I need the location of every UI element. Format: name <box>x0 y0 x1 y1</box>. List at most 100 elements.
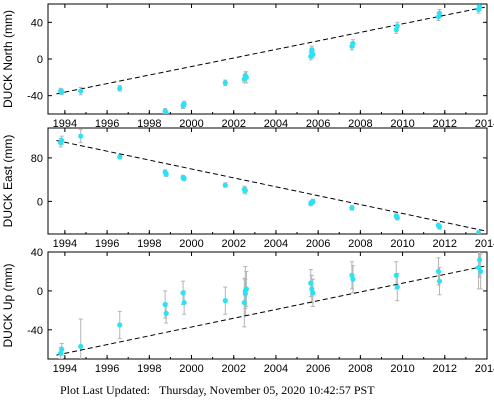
x-tick-label: 2012 <box>433 363 457 375</box>
x-tick-label: 1998 <box>137 118 161 130</box>
x-tick-label: 1996 <box>95 118 119 130</box>
data-point <box>475 230 482 234</box>
x-tick-label: 2008 <box>348 363 372 375</box>
x-tick-label: 2008 <box>348 118 372 130</box>
y-tick-label: 80 <box>31 153 43 165</box>
data-point <box>394 284 400 290</box>
data-point <box>222 182 228 188</box>
x-tick-label: 2002 <box>221 118 245 130</box>
data-point <box>350 40 356 47</box>
x-tick-label: 1996 <box>95 238 119 250</box>
data-point <box>310 290 316 296</box>
data-point <box>78 343 84 349</box>
data-point <box>243 74 249 80</box>
x-tick-label: 1994 <box>53 238 77 250</box>
data-point <box>394 23 400 29</box>
x-tick-label: 2008 <box>348 238 372 250</box>
data-layer <box>56 252 487 359</box>
data-point <box>117 154 123 160</box>
data-layer <box>56 129 487 234</box>
data-point <box>59 346 65 352</box>
x-tick-label: 2010 <box>390 118 414 130</box>
data-point <box>181 299 187 306</box>
data-point <box>180 290 186 296</box>
data-point <box>310 51 316 58</box>
data-point <box>350 276 356 282</box>
plot-frame <box>47 251 488 360</box>
x-tick-label: 2004 <box>264 363 288 375</box>
y-tick-label: -40 <box>27 91 43 103</box>
data-point <box>309 47 315 53</box>
data-point <box>308 280 314 286</box>
panel-1: 1994 1996 1998 2000 2002 2004 2006 2008 2010 2012… <box>1 3 494 130</box>
data-point <box>117 85 123 91</box>
y-axis-label: DUCK North (mm) <box>1 10 15 108</box>
x-tick-label: 2002 <box>221 238 245 250</box>
y-tick-label: 40 <box>31 17 43 29</box>
data-point <box>243 286 249 292</box>
data-point <box>310 198 316 204</box>
y-tick-label: 0 <box>37 196 43 208</box>
data-point <box>78 88 84 94</box>
data-point <box>241 299 247 306</box>
data-point <box>475 264 482 271</box>
data-point <box>242 187 248 194</box>
x-tick-label: 2014 <box>475 238 494 250</box>
data-point <box>78 133 84 139</box>
data-point <box>242 291 248 297</box>
y-tick-label: 40 <box>31 247 43 259</box>
x-tick-label: 1998 <box>137 238 161 250</box>
data-point <box>59 89 65 95</box>
y-tick-label: 0 <box>37 286 43 298</box>
data-point <box>181 175 187 182</box>
data-point <box>163 310 169 316</box>
y-tick-label: 0 <box>37 54 43 66</box>
data-point <box>436 10 443 16</box>
x-tick-label: 2006 <box>306 363 330 375</box>
data-point <box>436 224 443 230</box>
x-tick-label: 2012 <box>433 118 457 130</box>
data-point <box>349 205 355 211</box>
data-point <box>163 110 169 114</box>
data-point <box>478 268 484 275</box>
footer-prefix: Plot Last Updated: <box>60 383 150 397</box>
x-tick-label: 2000 <box>179 363 203 375</box>
x-tick-label: 2006 <box>306 238 330 250</box>
data-point <box>477 4 483 10</box>
y-tick-label: -40 <box>27 325 43 337</box>
data-point <box>436 278 443 284</box>
data-point <box>309 286 315 292</box>
y-axis-label: DUCK Up (mm) <box>1 264 15 348</box>
data-point <box>435 268 442 275</box>
data-point <box>59 137 65 144</box>
data-point <box>162 301 168 308</box>
x-tick-label: 2000 <box>179 118 203 130</box>
x-tick-label: 1994 <box>53 118 77 130</box>
data-point <box>181 101 187 107</box>
x-tick-label: 2004 <box>264 118 288 130</box>
data-point <box>477 257 483 263</box>
x-tick-label: 2010 <box>390 238 414 250</box>
panel-3: 1994 1996 1998 2000 2002 2004 2006 2008 2010 2012… <box>1 247 494 375</box>
x-tick-label: 2012 <box>433 238 457 250</box>
y-axis-label: DUCK East (mm) <box>1 135 15 228</box>
data-point <box>163 171 169 177</box>
data-point <box>117 322 123 328</box>
data-point <box>58 350 64 356</box>
plot-frame <box>47 127 488 235</box>
data-point <box>394 215 400 221</box>
data-point <box>222 298 228 304</box>
plot-updated-footer: Plot Last Updated: Thursday, November 05… <box>60 383 375 398</box>
x-tick-label: 2000 <box>179 238 203 250</box>
data-point <box>222 80 228 86</box>
x-tick-label: 1994 <box>53 363 77 375</box>
trend-line <box>56 6 487 95</box>
x-tick-label: 2014 <box>475 118 494 130</box>
x-tick-label: 2004 <box>264 238 288 250</box>
x-tick-label: 2014 <box>475 363 494 375</box>
x-tick-label: 1996 <box>95 363 119 375</box>
data-point <box>349 272 355 278</box>
x-tick-label: 2002 <box>221 363 245 375</box>
panel-2: 1994 1996 1998 2000 2002 2004 2006 2008 2010 2012… <box>1 127 494 250</box>
